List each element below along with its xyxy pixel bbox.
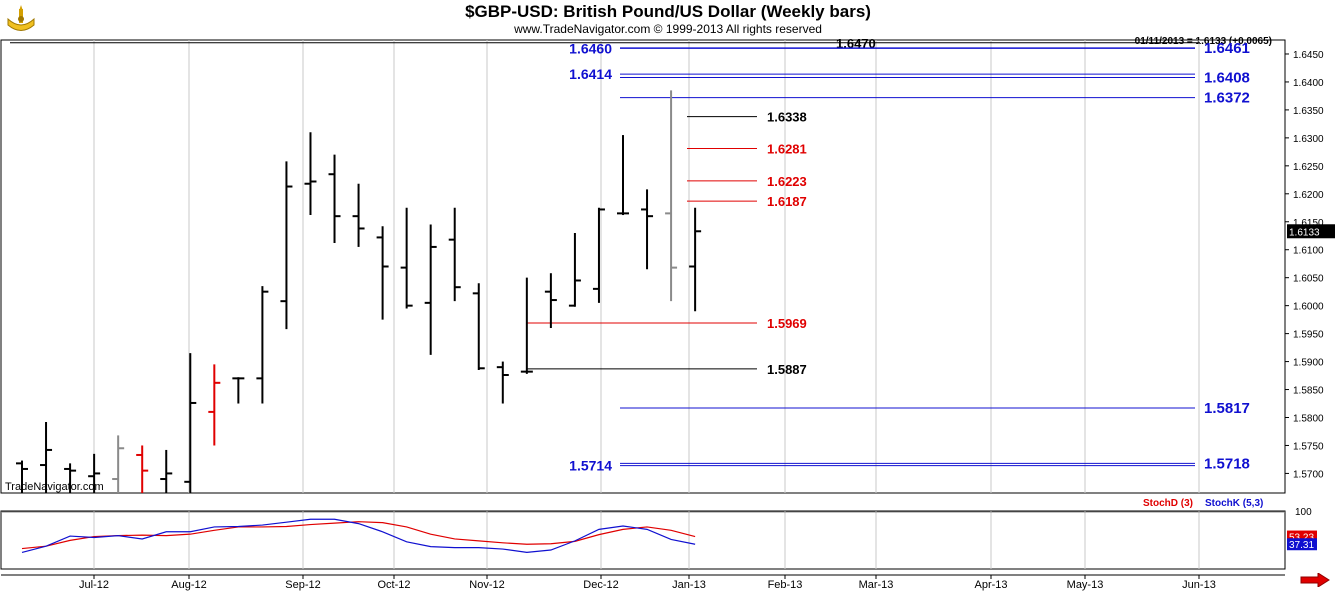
watermark: TradeNavigator.com xyxy=(5,481,104,493)
price-axis-label: 1.6100 xyxy=(1293,246,1324,257)
time-axis-label: Mar-13 xyxy=(859,579,894,591)
price-axis-label: 1.5750 xyxy=(1293,441,1324,452)
price-axis-label: 1.6150 xyxy=(1293,218,1324,229)
price-axis-label: 1.6250 xyxy=(1293,162,1324,173)
time-axis-label: Nov-12 xyxy=(469,579,504,591)
price-axis-label: 1.6300 xyxy=(1293,134,1324,145)
level-label: 1.5969 xyxy=(767,316,807,331)
price-axis-label: 1.5850 xyxy=(1293,386,1324,397)
price-axis-label: 1.6200 xyxy=(1293,190,1324,201)
time-axis-label: Feb-13 xyxy=(768,579,803,591)
level-label: 1.6372 xyxy=(1204,90,1250,107)
time-axis-label: Jan-13 xyxy=(672,579,706,591)
last-price-box xyxy=(1287,224,1335,239)
level-label: 1.5817 xyxy=(1204,400,1250,417)
time-axis-label: Apr-13 xyxy=(974,579,1007,591)
level-label: 1.6338 xyxy=(767,110,807,125)
level-label: 1.5714 xyxy=(569,458,612,474)
price-axis-label: 1.5950 xyxy=(1293,330,1324,341)
price-axis-label: 1.5900 xyxy=(1293,358,1324,369)
last-quote: 01/11/2013 = 1.6133 (+0.0065) xyxy=(1134,36,1272,47)
time-axis-label: Oct-12 xyxy=(377,579,410,591)
scroll-right-arrow-icon[interactable] xyxy=(1300,572,1330,592)
legend-stochk: StochK (5,3) xyxy=(1205,498,1263,509)
last-price-label: 1.6133 xyxy=(1289,227,1320,238)
price-axis-label: 1.5700 xyxy=(1293,469,1324,480)
level-label: 1.6223 xyxy=(767,174,807,189)
level-label: 1.6408 xyxy=(1204,69,1250,86)
time-axis-label: Jun-13 xyxy=(1182,579,1216,591)
level-label: 1.6414 xyxy=(569,66,612,82)
level-label: 1.6461 xyxy=(1204,40,1250,57)
level-label: 1.5718 xyxy=(1204,455,1250,472)
stochk-value: 37.31 xyxy=(1289,540,1314,551)
price-axis-label: 1.6000 xyxy=(1293,302,1324,313)
level-label: 1.6281 xyxy=(767,141,807,156)
stochk-value-box xyxy=(1287,538,1317,551)
legend-stochd: StochD (3) xyxy=(1143,498,1193,509)
copyright-text: www.TradeNavigator.com © 1999-2013 All r… xyxy=(514,22,822,36)
price-axis-label: 1.6400 xyxy=(1293,78,1324,89)
price-axis-label: 1.6450 xyxy=(1293,50,1324,61)
level-label: 1.6460 xyxy=(569,40,612,56)
price-axis-label: 1.5800 xyxy=(1293,414,1324,425)
level-label: 1.5887 xyxy=(767,362,807,377)
price-panel-frame xyxy=(0,39,1286,494)
stochastic-panel-frame xyxy=(0,510,1286,570)
time-axis-label: Dec-12 xyxy=(583,579,618,591)
level-label: 1.6187 xyxy=(767,194,807,209)
trade-navigator-logo xyxy=(4,3,38,40)
stochd-value: 53.23 xyxy=(1289,533,1314,544)
stochd-line xyxy=(21,521,696,550)
price-axis-label: 1.6350 xyxy=(1293,106,1324,117)
time-axis-label: May-13 xyxy=(1067,579,1104,591)
level-label: 1.6470 xyxy=(836,36,876,51)
stoch-axis-label: 100 xyxy=(1295,507,1312,518)
chart-title: $GBP-USD: British Pound/US Dollar (Weekl… xyxy=(465,2,871,21)
price-axis-label: 1.6050 xyxy=(1293,274,1324,285)
stochk-line xyxy=(21,518,696,554)
time-axis-label: Sep-12 xyxy=(285,579,320,591)
time-axis-label: Jul-12 xyxy=(79,579,109,591)
time-axis-label: Aug-12 xyxy=(171,579,206,591)
